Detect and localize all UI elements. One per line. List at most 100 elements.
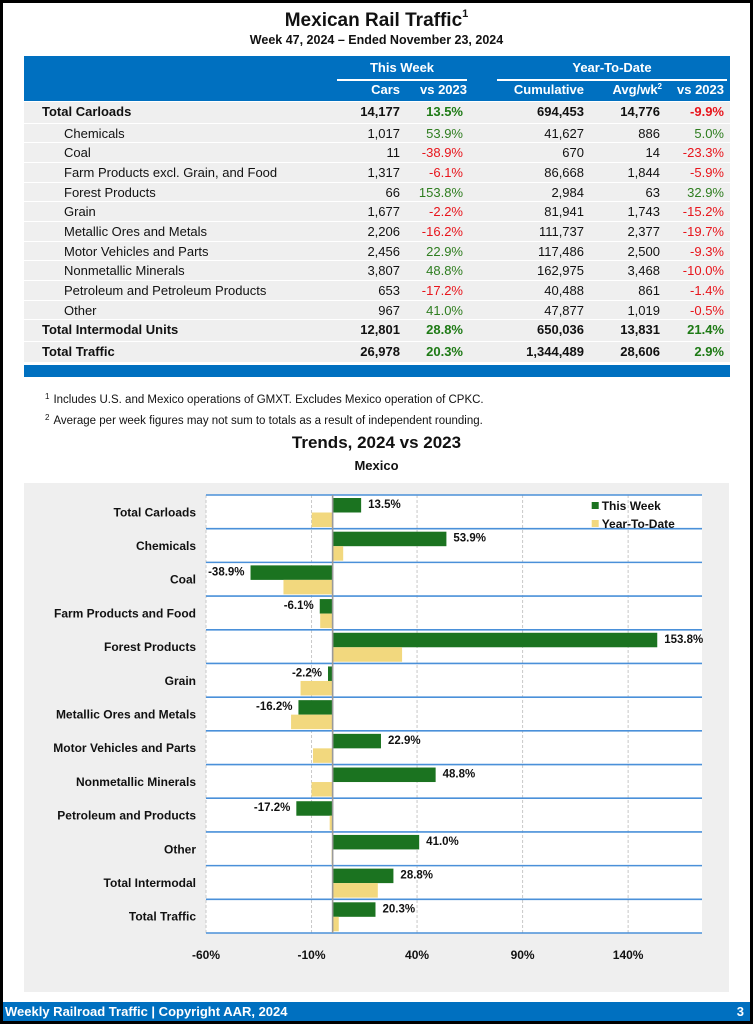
x-tick-label: 90% bbox=[511, 948, 535, 962]
col-avgwk: Avg/wk2 bbox=[613, 82, 662, 97]
data-label-this-week: 28.8% bbox=[400, 870, 433, 882]
chart-area: -60% -10% 40% 90% 140% Total Carloads 13.5% Che… bbox=[24, 483, 729, 992]
bar-year-to-date bbox=[283, 579, 333, 595]
table-row: Petroleum and Petroleum Products 653 -17.2… bbox=[24, 280, 730, 300]
cell-week-vs: -6.1% bbox=[429, 164, 463, 180]
page-title: Mexican Rail Traffic1 bbox=[3, 8, 750, 32]
legend-swatch-year-to-date bbox=[591, 520, 599, 527]
data-label-this-week: 20.3% bbox=[382, 903, 415, 915]
cell-ytd-vs: -5.9% bbox=[690, 164, 724, 180]
page-subtitle: Week 47, 2024 – Ended November 23, 2024 bbox=[249, 33, 504, 47]
trends-bar-chart: -60% -10% 40% 90% 140% Total Carloads 13.5% Che… bbox=[53, 494, 703, 962]
cell-week-vs: 53.9% bbox=[426, 125, 463, 141]
cell-cars: 967 bbox=[378, 302, 400, 318]
row-label: Chemicals bbox=[64, 125, 125, 141]
bar-year-to-date bbox=[300, 680, 333, 696]
data-label-this-week: -6.1% bbox=[284, 600, 314, 612]
bar-year-to-date bbox=[332, 883, 378, 898]
row-label: Grain bbox=[64, 204, 96, 220]
group-ytd-rule bbox=[497, 79, 727, 81]
category-label: Coal bbox=[170, 573, 196, 587]
cell-cumulative: 81,941 bbox=[544, 204, 584, 220]
chart-title: Trends, 2024 vs 2023 bbox=[291, 433, 462, 452]
cell-ytd-vs: -9.3% bbox=[690, 243, 724, 259]
cell-week-vs: 13.5% bbox=[426, 104, 463, 119]
cell-cars: 26,978 bbox=[360, 343, 400, 359]
col-cars: Cars bbox=[371, 82, 400, 97]
category-label: Motor Vehicles and Parts bbox=[53, 741, 196, 755]
category-label: Other bbox=[164, 842, 196, 856]
data-label-this-week: 48.8% bbox=[443, 769, 476, 781]
category-label: Grain bbox=[165, 674, 196, 688]
cell-cumulative: 47,877 bbox=[544, 302, 584, 318]
cell-ytd-vs: 32.9% bbox=[687, 184, 724, 200]
cell-week-vs: -2.2% bbox=[429, 204, 463, 220]
bar-this-week bbox=[296, 801, 333, 816]
group-this-week: This Week bbox=[369, 60, 435, 75]
cell-week-vs: 28.8% bbox=[426, 322, 463, 338]
cell-ytd-vs: -1.4% bbox=[690, 283, 724, 298]
table-row: Motor Vehicles and Parts 2,456 22.9% 117,48… bbox=[24, 240, 730, 261]
group-this-week-rule bbox=[337, 79, 467, 81]
cell-avgwk: 3,468 bbox=[627, 263, 660, 279]
cell-ytd-vs: -15.2% bbox=[682, 204, 724, 220]
cell-avgwk: 886 bbox=[638, 125, 660, 141]
bar-this-week bbox=[332, 767, 436, 783]
bar-this-week bbox=[332, 834, 420, 850]
table-row: Metallic Ores and Metals 2,206 -16.2% 111,7… bbox=[24, 220, 730, 241]
report-page: Mexican Rail Traffic1 Week 47, 2024 – En… bbox=[3, 3, 750, 1021]
cell-avgwk: 1,844 bbox=[627, 164, 660, 180]
cell-avgwk: 14,776 bbox=[620, 104, 660, 119]
cell-cumulative: 2,984 bbox=[551, 184, 584, 200]
col-avgwk-label: Avg/wk bbox=[612, 82, 658, 97]
bar-this-week bbox=[298, 700, 333, 715]
footnote-1-mark: 1 bbox=[45, 392, 50, 401]
cell-ytd-vs: 21.4% bbox=[687, 322, 724, 338]
cell-cars: 3,807 bbox=[367, 263, 400, 279]
cell-ytd-vs: -0.5% bbox=[690, 302, 724, 318]
cell-cumulative: 111,737 bbox=[538, 223, 584, 239]
table-row: Chemicals 1,017 53.9% 41,627 886 5.0% bbox=[24, 122, 730, 143]
cell-cars: 1,677 bbox=[367, 204, 400, 220]
cell-avgwk: 28,606 bbox=[620, 343, 660, 359]
bar-year-to-date bbox=[291, 714, 333, 730]
row-label: Total Traffic bbox=[42, 343, 115, 359]
data-label-this-week: 153.8% bbox=[664, 634, 703, 646]
data-label-this-week: 53.9% bbox=[453, 533, 486, 545]
bar-this-week bbox=[332, 632, 658, 648]
table-footer-bar bbox=[24, 365, 730, 378]
table-row: Nonmetallic Minerals 3,807 48.8% 162,975 3,4… bbox=[24, 260, 730, 280]
table-row: Total Carloads 14,177 13.5% 694,453 14,776 -9… bbox=[24, 101, 730, 123]
cell-cumulative: 117,486 bbox=[537, 243, 584, 259]
cell-week-vs: 22.9% bbox=[426, 243, 463, 259]
category-label: Chemicals bbox=[136, 539, 196, 553]
bar-year-to-date bbox=[332, 647, 403, 662]
cell-cars: 14,177 bbox=[360, 104, 400, 119]
bar-year-to-date bbox=[320, 613, 333, 629]
cell-avgwk: 14 bbox=[645, 145, 660, 161]
cell-avgwk: 2,377 bbox=[627, 223, 660, 239]
footnote-1-text: Includes U.S. and Mexico operations of G… bbox=[53, 394, 484, 406]
table-row: Other 967 41.0% 47,877 1,019 -0.5% bbox=[24, 299, 730, 320]
legend-label-year-to-date: Year-To-Date bbox=[602, 517, 675, 531]
cell-cars: 2,456 bbox=[367, 243, 400, 259]
cell-cumulative: 670 bbox=[562, 145, 584, 161]
cell-cars: 1,317 bbox=[367, 164, 400, 180]
cell-week-vs: -38.9% bbox=[421, 145, 463, 161]
cell-week-vs: 153.8% bbox=[418, 184, 463, 200]
cell-ytd-vs: -19.7% bbox=[682, 223, 724, 239]
cell-avgwk: 13,831 bbox=[620, 322, 660, 338]
cell-cars: 12,801 bbox=[360, 322, 400, 338]
bar-this-week bbox=[250, 565, 333, 580]
bar-year-to-date bbox=[313, 748, 333, 763]
category-label: Forest Products bbox=[104, 640, 196, 654]
cell-cumulative: 41,627 bbox=[544, 125, 584, 141]
category-label: Farm Products and Food bbox=[54, 606, 196, 620]
cell-week-vs: 48.8% bbox=[426, 263, 463, 279]
row-label: Total Carloads bbox=[42, 104, 132, 119]
legend-swatch-this-week bbox=[591, 502, 599, 509]
footnote-2: 2 Average per week figures may not sum to… bbox=[45, 409, 484, 430]
table-row: Grain 1,677 -2.2% 81,941 1,743 -15.2% bbox=[24, 201, 730, 221]
legend-label-this-week: This Week bbox=[602, 499, 661, 513]
cell-ytd-vs: 2.9% bbox=[694, 343, 724, 359]
